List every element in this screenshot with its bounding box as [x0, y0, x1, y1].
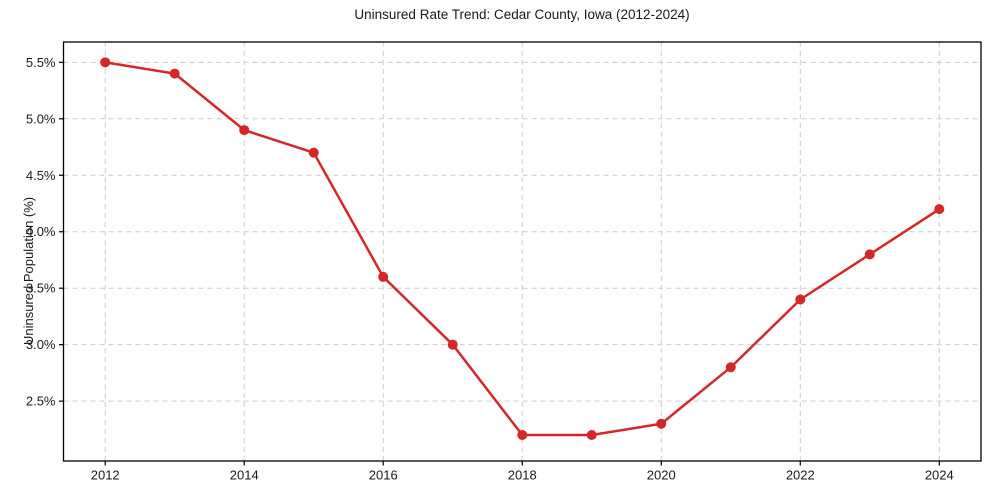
x-tick-label: 2022	[786, 468, 815, 483]
y-tick-label: 4.5%	[26, 168, 56, 183]
data-point	[239, 125, 250, 136]
y-tick-label: 5.5%	[26, 55, 56, 70]
x-tick-label: 2024	[925, 468, 954, 483]
x-tick-label: 2014	[230, 468, 259, 483]
data-point	[100, 57, 111, 68]
data-point	[517, 430, 528, 441]
data-point	[308, 147, 319, 158]
x-tick-label: 2016	[369, 468, 398, 483]
data-point	[656, 418, 667, 429]
x-tick-label: 2018	[508, 468, 537, 483]
data-point	[447, 339, 458, 350]
data-point	[169, 68, 180, 79]
data-point	[864, 249, 875, 260]
x-tick-label: 2020	[647, 468, 676, 483]
data-point	[586, 430, 597, 441]
data-point	[795, 294, 806, 305]
y-tick-label: 4.0%	[26, 224, 56, 239]
y-tick-label: 5.0%	[26, 111, 56, 126]
chart-title: Uninsured Rate Trend: Cedar County, Iowa…	[354, 7, 690, 22]
data-point	[725, 362, 736, 373]
y-tick-label: 2.5%	[26, 394, 56, 409]
data-point	[378, 271, 389, 282]
y-tick-label: 3.5%	[26, 281, 56, 296]
x-tick-label: 2012	[91, 468, 120, 483]
y-tick-label: 3.0%	[26, 337, 56, 352]
data-point	[934, 204, 945, 215]
